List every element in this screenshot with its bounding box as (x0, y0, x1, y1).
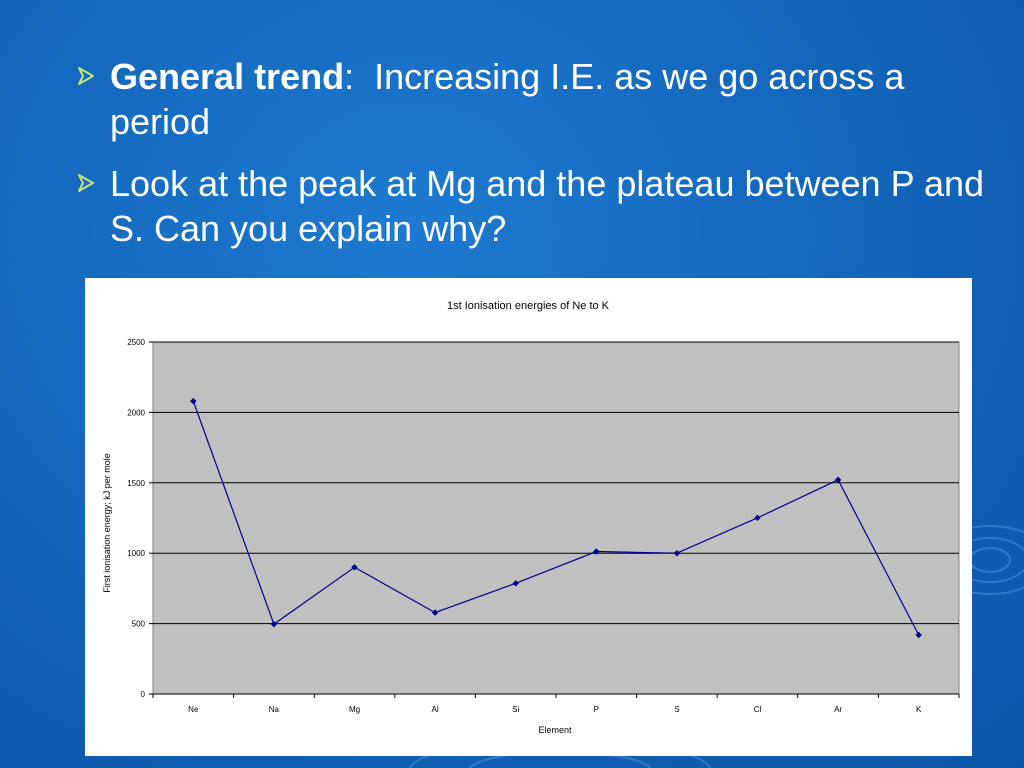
y-tick-label: 2000 (127, 408, 145, 417)
bullet-peak-plateau: Look at the peak at Mg and the plateau b… (72, 161, 992, 251)
data-point-k (915, 631, 922, 639)
bullet-list: General trend: Increasing I.E. as we go … (72, 54, 992, 268)
data-point-mg (351, 564, 358, 571)
x-tick-label: Ar (834, 705, 842, 714)
x-tick-label: Ne (188, 705, 199, 714)
data-point-p (593, 548, 600, 555)
x-tick-label: S (674, 705, 679, 714)
x-tick-label: Al (432, 705, 439, 714)
ionisation-chart: 1st Ionisation energies of Ne to K 0 500 1… (85, 278, 972, 756)
chart-title: 1st Ionisation energies of Ne to K (447, 300, 610, 312)
x-tick-label: Na (269, 705, 280, 714)
x-tick-label: Si (512, 705, 519, 714)
x-tick-label: Mg (349, 705, 360, 714)
bullet-text: Look at the peak at Mg and the plateau b… (110, 163, 985, 249)
x-tick-label: K (916, 705, 922, 714)
bullet-general-trend: General trend: Increasing I.E. as we go … (72, 54, 992, 144)
plot-area (152, 341, 960, 695)
arrow-bullet-icon (78, 67, 94, 85)
series-line (192, 400, 920, 636)
y-tick-label: 1500 (127, 479, 145, 488)
y-tick-label: 2500 (127, 338, 145, 347)
x-axis-title: Element (538, 725, 572, 735)
y-axis-title: First ionisation energy; kJ per mole (102, 453, 112, 593)
y-tick-label: 1000 (127, 549, 145, 558)
x-tick-label: P (594, 705, 599, 714)
y-tick-label: 0 (141, 690, 146, 699)
bullet-text: Increasing I.E. as we go across a period (110, 56, 915, 142)
bullet-colon: : (344, 56, 355, 97)
data-point-na (270, 620, 278, 628)
x-tick-label: Cl (754, 705, 762, 714)
chart-svg: 1st Ionisation energies of Ne to K 0 500 1… (102, 300, 960, 735)
y-tick-label: 500 (132, 620, 146, 629)
data-point-ar (834, 476, 842, 484)
data-point-ne (190, 397, 197, 405)
bullet-strong-text: General trend (110, 56, 345, 97)
arrow-bullet-icon (78, 174, 94, 192)
